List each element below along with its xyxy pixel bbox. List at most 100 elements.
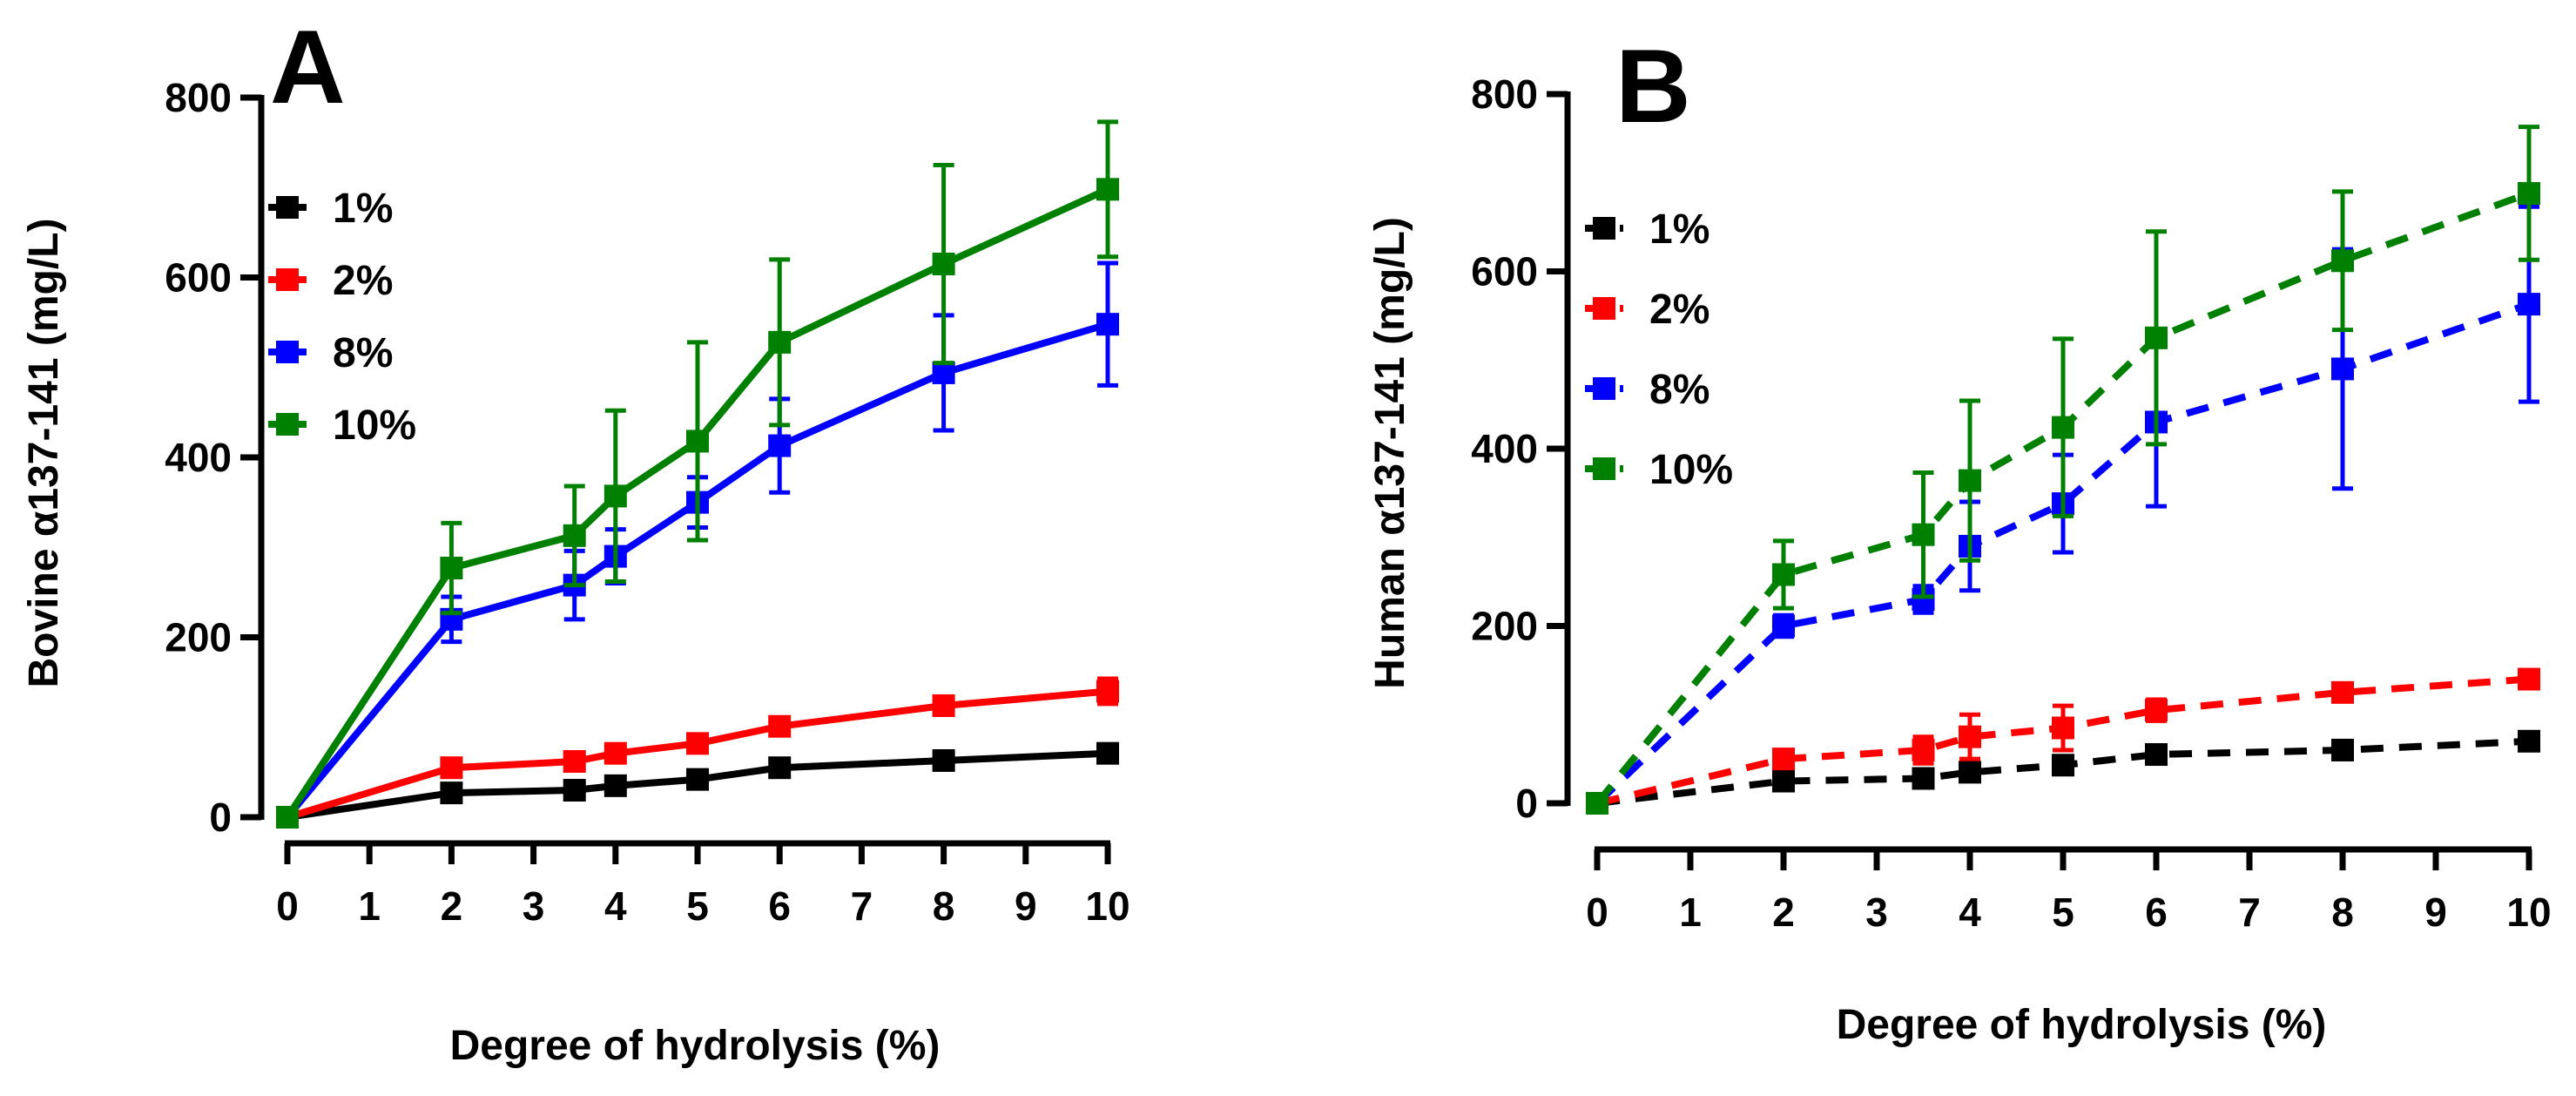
panel-a-legend-item: 2% xyxy=(268,258,393,304)
panel-a-data-point xyxy=(440,556,463,579)
panel-a-legend-item: 10% xyxy=(268,403,416,449)
panel-a-y-tick-label: 400 xyxy=(165,435,232,480)
panel-b-data-point xyxy=(2518,729,2540,753)
panel-a-series-line xyxy=(287,749,1109,821)
panel-a-x-axis-title: Degree of hydrolysis (%) xyxy=(450,1023,941,1069)
panel-b-data-point xyxy=(1772,748,1795,771)
panel-a-y-axis-title: Bovine α137-141 (mg/L) xyxy=(21,219,67,688)
panel-b-data-point xyxy=(2331,249,2354,273)
panel-b-data-point xyxy=(2052,716,2074,740)
panel-b-data-point xyxy=(2331,738,2354,761)
panel-a-data-point xyxy=(563,524,586,547)
panel-b-data-point xyxy=(1959,469,1981,492)
panel-b-data-point xyxy=(2052,754,2074,777)
panel-a-data-point xyxy=(604,741,627,765)
panel-a-data-point xyxy=(440,781,463,805)
panel-a-x-tick-label: 0 xyxy=(276,883,299,929)
panel-a-y-tick-label: 0 xyxy=(209,795,232,840)
panel-b-series xyxy=(1586,125,2540,815)
panel-a-data-point xyxy=(276,806,299,829)
panel-a-data-point xyxy=(1096,741,1119,765)
panel-a-data-point xyxy=(1096,313,1119,336)
panel-a-x-tick-label: 10 xyxy=(1085,883,1130,929)
panel-b-series-0 xyxy=(1586,729,2540,815)
panel-b-x-tick-label: 5 xyxy=(2052,890,2074,935)
panel-b-legend-item: 8% xyxy=(1585,367,1709,413)
panel-b-x-tick-label: 10 xyxy=(2506,890,2551,935)
panel-a-x-tick-label: 8 xyxy=(933,883,955,929)
panel-b-legend-swatch-marker xyxy=(1593,377,1615,400)
panel-a-y-tick-label: 800 xyxy=(165,75,232,120)
panel-b-legend-label: 1% xyxy=(1649,206,1709,253)
panel-b-legend-item: 1% xyxy=(1585,206,1709,253)
panel-b-y-tick-label: 200 xyxy=(1471,604,1538,649)
panel-b-y-tick-label: 0 xyxy=(1515,781,1538,826)
panel-b-x-tick-label: 3 xyxy=(1865,890,1888,935)
panel-b-y-tick-label: 800 xyxy=(1471,71,1538,117)
panel-a-x-tick-label: 2 xyxy=(441,883,463,929)
panel-b-data-point xyxy=(2518,181,2540,205)
panel-b-label: B xyxy=(1615,28,1691,145)
panel-b-series-line xyxy=(1596,675,2530,807)
panel-b-legend-swatch-marker xyxy=(1593,217,1615,240)
panel-b-x-tick-label: 0 xyxy=(1586,890,1608,935)
panel-b-data-point xyxy=(2518,293,2540,316)
panel-b-legend-label: 8% xyxy=(1649,367,1709,413)
panel-a-data-point xyxy=(686,732,709,755)
panel-b-legend-item: 10% xyxy=(1585,447,1733,493)
panel-a-series-3 xyxy=(276,119,1119,829)
panel-a-x-tick-label: 5 xyxy=(686,883,709,929)
panel-b-legend-swatch-marker xyxy=(1593,297,1615,320)
panel-a-data-point xyxy=(1096,178,1119,201)
panel-a-data-point xyxy=(440,756,463,780)
panel-b-x-axis-title: Degree of hydrolysis (%) xyxy=(1837,1002,2327,1048)
panel-a-x-tick-label: 9 xyxy=(1015,883,1037,929)
panel-a-series-0 xyxy=(276,741,1119,829)
panel-a-legend-swatch-marker xyxy=(276,341,299,363)
panel-b-data-point xyxy=(2145,743,2168,767)
panel-b-data-point xyxy=(1912,767,1935,790)
panel-b-data-point xyxy=(1959,725,1981,748)
panel-b-axes: 0 200 400 600 800 0 1 2 3 4 5 6 7 8 9 10 xyxy=(1471,71,2551,935)
panel-a-data-point xyxy=(604,484,627,508)
panel-a-data-point xyxy=(604,774,627,797)
panel-b-data-point xyxy=(1772,563,1795,586)
panel-b-data-point xyxy=(1912,523,1935,546)
panel-a-data-point xyxy=(768,756,792,780)
panel-a-series-1 xyxy=(276,676,1119,829)
panel-a-chart: A Bovine α137-141 (mg/L) Degree of hydro… xyxy=(21,9,1130,1069)
panel-b-x-tick-label: 1 xyxy=(1679,890,1702,935)
panel-b-data-point xyxy=(2052,416,2074,439)
panel-b-legend-swatch-marker xyxy=(1593,457,1615,480)
panel-a-legend-label: 10% xyxy=(333,403,416,449)
panel-a-x-tick-label: 6 xyxy=(768,883,791,929)
panel-a-x-tick-label: 3 xyxy=(523,883,545,929)
panel-b-y-tick-label: 600 xyxy=(1471,249,1538,294)
panel-a-legend-label: 8% xyxy=(333,330,393,376)
panel-b-data-point xyxy=(2331,680,2354,704)
panel-b-series-line xyxy=(1596,737,2530,807)
panel-a-legend-item: 1% xyxy=(268,186,393,232)
panel-a-data-point xyxy=(768,434,792,457)
panel-a-data-point xyxy=(768,714,792,738)
panel-a-data-point xyxy=(932,748,955,772)
panel-a-data-point xyxy=(768,330,792,354)
panel-a-data-point xyxy=(563,749,586,773)
panel-a-data-point xyxy=(686,430,709,453)
panel-b-chart: B Human α137-141 (mg/L) Degree of hydrol… xyxy=(1367,28,2552,1048)
panel-b-data-point xyxy=(1912,738,1935,761)
panel-a-series xyxy=(276,119,1119,829)
panel-a-data-point xyxy=(686,768,709,791)
panel-b-data-point xyxy=(2145,699,2168,722)
panel-a-data-point xyxy=(932,361,955,384)
panel-a-x-tick-label: 4 xyxy=(604,883,627,929)
panel-a-legend-label: 2% xyxy=(333,258,393,304)
panel-a-data-point xyxy=(932,693,955,717)
panel-b-data-point xyxy=(1772,614,1795,638)
panel-b-x-tick-label: 4 xyxy=(1959,890,1981,935)
panel-a-data-point xyxy=(563,779,586,802)
panel-a-legend-swatch-marker xyxy=(276,413,299,436)
panel-b-legend: 1% 2% 8% 10% xyxy=(1585,206,1733,493)
panel-b-legend-label: 2% xyxy=(1649,287,1709,333)
